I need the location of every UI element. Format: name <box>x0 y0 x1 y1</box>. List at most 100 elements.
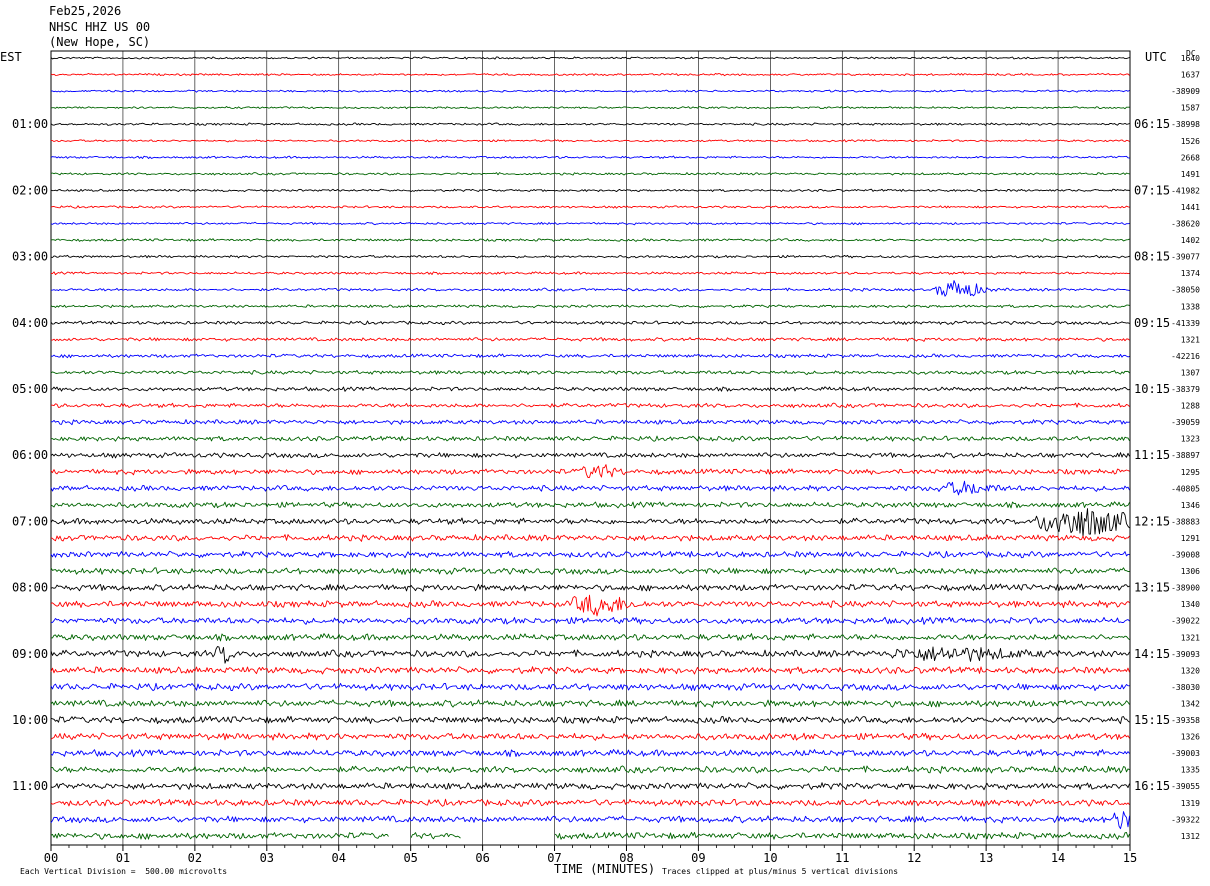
trace-row-7 <box>50 172 1130 176</box>
est-hour-label: 10:00 <box>12 713 48 727</box>
utc-hour-label: 16:15 <box>1134 779 1170 793</box>
trace-row-45 <box>50 798 1130 807</box>
trace-row-32 <box>50 583 1130 592</box>
trace-row-2 <box>51 89 1130 93</box>
header-station: NHSC HHZ US 00 <box>49 20 151 34</box>
trace-row-6 <box>50 155 1130 159</box>
dc-offset-label: -38998 <box>1171 120 1200 129</box>
dc-offset-label: 2668 <box>1181 153 1200 162</box>
trace-row-18 <box>50 353 1130 359</box>
x-tick-label: 14 <box>1051 851 1065 865</box>
dc-offset-label: 1346 <box>1181 501 1200 510</box>
trace-row-31 <box>50 567 1130 575</box>
x-tick-label: 12 <box>907 851 921 865</box>
dc-offset-label: 1342 <box>1181 699 1200 708</box>
x-tick-label: 02 <box>188 851 202 865</box>
trace-row-27 <box>50 501 1130 509</box>
dc-offset-label: -38883 <box>1171 517 1200 526</box>
dc-offset-label: -38909 <box>1171 87 1200 96</box>
trace-row-4 <box>50 122 1130 126</box>
trace-row-41 <box>50 732 1130 741</box>
x-axis-label: TIME (MINUTES) <box>554 862 656 876</box>
utc-hour-label: 08:15 <box>1134 250 1170 264</box>
trace-row-0 <box>50 56 1130 60</box>
utc-hour-label: 14:15 <box>1134 647 1170 661</box>
utc-hour-label: 06:15 <box>1134 117 1170 131</box>
dc-offset-label: -39003 <box>1171 749 1200 758</box>
trace-row-3 <box>50 106 1130 110</box>
trace-row-36 <box>50 646 1130 664</box>
dc-offset-label: 1307 <box>1181 368 1200 377</box>
dc-offset-label: -41339 <box>1171 319 1200 328</box>
est-hour-label: 03:00 <box>12 250 48 264</box>
dc-offset-label: 1291 <box>1181 534 1200 543</box>
trace-row-5 <box>50 139 1130 143</box>
dc-offset-label: -38030 <box>1171 683 1200 692</box>
dc-offset-label: 1441 <box>1181 203 1200 212</box>
dc-offset-label: 1491 <box>1181 170 1200 179</box>
trace-row-29 <box>50 534 1130 542</box>
utc-hour-label: 11:15 <box>1134 448 1170 462</box>
est-hour-label: 05:00 <box>12 382 48 396</box>
dc-offset-label: 1312 <box>1181 832 1200 841</box>
dc-offset-label: 1526 <box>1181 137 1200 146</box>
trace-row-42 <box>50 749 1130 758</box>
x-tick-label: 03 <box>260 851 274 865</box>
est-hour-label: 06:00 <box>12 448 48 462</box>
utc-hour-label: 07:15 <box>1134 183 1170 197</box>
x-tick-label: 15 <box>1123 851 1137 865</box>
x-tick-label: 01 <box>116 851 130 865</box>
dc-offset-label: -38900 <box>1171 584 1200 593</box>
trace-row-22 <box>51 419 1130 426</box>
trace-row-30 <box>50 550 1130 559</box>
trace-row-35 <box>51 633 1130 642</box>
dc-offset-label: 1326 <box>1181 733 1200 742</box>
trace-row-25 <box>50 464 1130 478</box>
dc-offset-label: 1340 <box>1181 600 1200 609</box>
trace-row-40 <box>50 715 1130 725</box>
header-location: (New Hope, SC) <box>49 35 151 49</box>
x-tick-label: 08 <box>619 851 633 865</box>
trace-row-43 <box>50 765 1130 774</box>
x-tick-label: 05 <box>403 851 417 865</box>
utc-hour-label: 15:15 <box>1134 713 1170 727</box>
trace-row-33 <box>50 594 1130 617</box>
dc-offset-label: 1319 <box>1181 799 1200 808</box>
x-tick-label: 13 <box>979 851 993 865</box>
dc-offset-label: 1587 <box>1181 104 1200 113</box>
dc-offset-label: -38379 <box>1171 385 1200 394</box>
x-tick-label: 09 <box>691 851 705 865</box>
trace-row-39 <box>50 699 1130 708</box>
trace-row-26 <box>50 480 1130 496</box>
trace-row-34 <box>50 616 1130 625</box>
footer-clip-note: Traces clipped at plus/minus 5 vertical … <box>662 867 899 876</box>
dc-offset-label: 1640 <box>1181 54 1200 63</box>
est-hour-label: 08:00 <box>12 581 48 595</box>
dc-offset-label: -39008 <box>1171 551 1200 560</box>
x-tick-label: 04 <box>332 851 346 865</box>
trace-row-28 <box>50 508 1130 538</box>
trace-row-14 <box>50 280 1130 297</box>
dc-offset-label: 1338 <box>1181 302 1200 311</box>
trace-row-12 <box>50 254 1130 259</box>
dc-offset-label: -39322 <box>1171 815 1200 824</box>
dc-offset-label: 1320 <box>1181 666 1200 675</box>
trace-row-9 <box>50 205 1130 209</box>
dc-offset-label: -39055 <box>1171 782 1200 791</box>
trace-row-24 <box>50 452 1130 459</box>
dc-offset-label: 1321 <box>1181 633 1200 642</box>
dc-offset-label: -39077 <box>1171 253 1200 262</box>
utc-hour-label: 09:15 <box>1134 316 1170 330</box>
trace-row-44 <box>50 782 1130 791</box>
dc-offset-label: 1637 <box>1181 71 1200 80</box>
utc-hour-label: 12:15 <box>1134 514 1170 528</box>
est-hour-label: 02:00 <box>12 183 48 197</box>
x-tick-label: 00 <box>44 851 58 865</box>
trace-row-8 <box>50 188 1130 193</box>
trace-row-15 <box>50 304 1130 309</box>
trace-row-47 <box>50 831 1130 840</box>
est-hour-label: 09:00 <box>12 647 48 661</box>
trace-row-1 <box>50 72 1130 77</box>
dc-offset-label: 1374 <box>1181 269 1200 278</box>
dc-offset-label: 1335 <box>1181 766 1200 775</box>
